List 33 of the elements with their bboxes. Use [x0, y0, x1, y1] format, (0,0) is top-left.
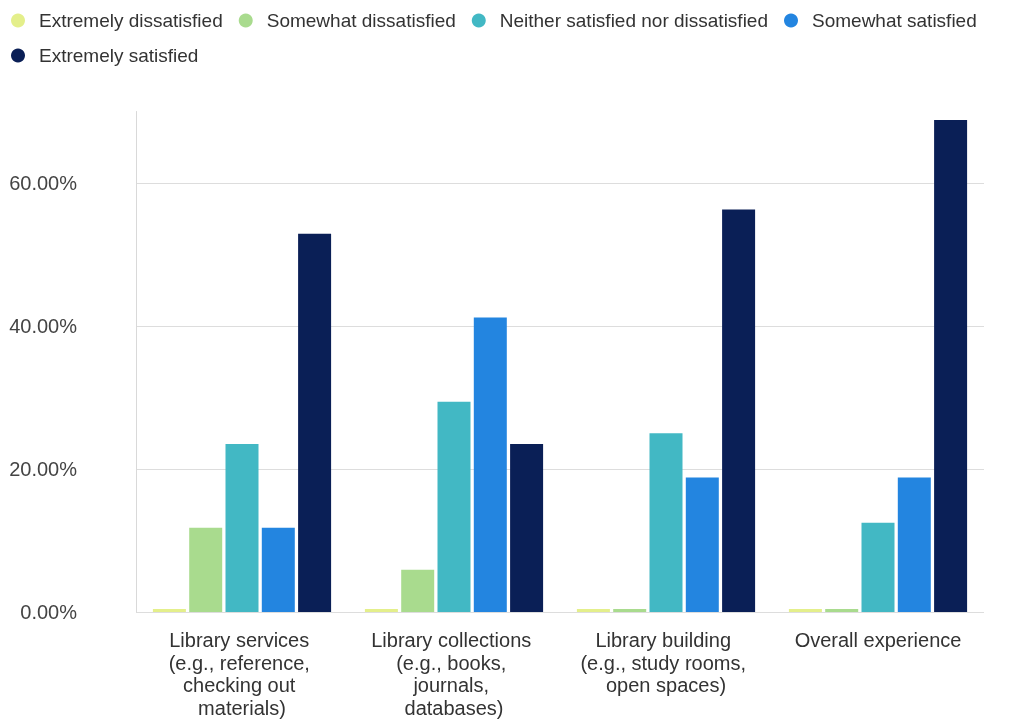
bar [473, 317, 507, 612]
bar [510, 443, 544, 612]
legend-label: Neither satisfied nor dissatisfied [499, 10, 769, 31]
bar [649, 433, 683, 612]
bar [364, 609, 398, 612]
bar [861, 522, 895, 612]
bar [576, 609, 610, 612]
x-tick-label: Overall experience [794, 629, 962, 652]
legend-label: Extremely dissatisfied [39, 10, 223, 31]
bar [934, 120, 968, 612]
bar [189, 527, 223, 612]
bar [152, 609, 186, 612]
x-tick-label: Library collections (e.g., books, journals, databases) [371, 629, 537, 719]
y-tick-label: 20.00% [9, 458, 78, 480]
bar [401, 569, 435, 612]
legend-label: Extremely satisfied [39, 45, 199, 66]
legend-label: Somewhat satisfied [812, 10, 977, 31]
y-tick-label: 40.00% [9, 315, 78, 337]
y-tick-label: 60.00% [9, 172, 78, 194]
bar [897, 477, 931, 612]
bar [298, 233, 332, 612]
bar [613, 609, 647, 612]
bar [685, 477, 719, 612]
bar [788, 609, 822, 612]
x-tick-label: Library building (e.g., study rooms, open spaces) [580, 629, 752, 697]
y-tick-label: 0.00% [20, 601, 78, 623]
x-tick-label: Library services (e.g., reference, checking out materials) [168, 629, 316, 719]
bar [825, 609, 859, 612]
legend-label: Somewhat dissatisfied [266, 10, 456, 31]
bar [261, 527, 295, 612]
bar [722, 209, 756, 612]
bar [437, 401, 471, 612]
bar [225, 443, 259, 612]
